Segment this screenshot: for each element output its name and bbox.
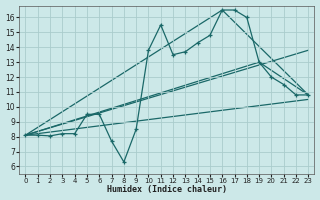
X-axis label: Humidex (Indice chaleur): Humidex (Indice chaleur) <box>107 185 227 194</box>
